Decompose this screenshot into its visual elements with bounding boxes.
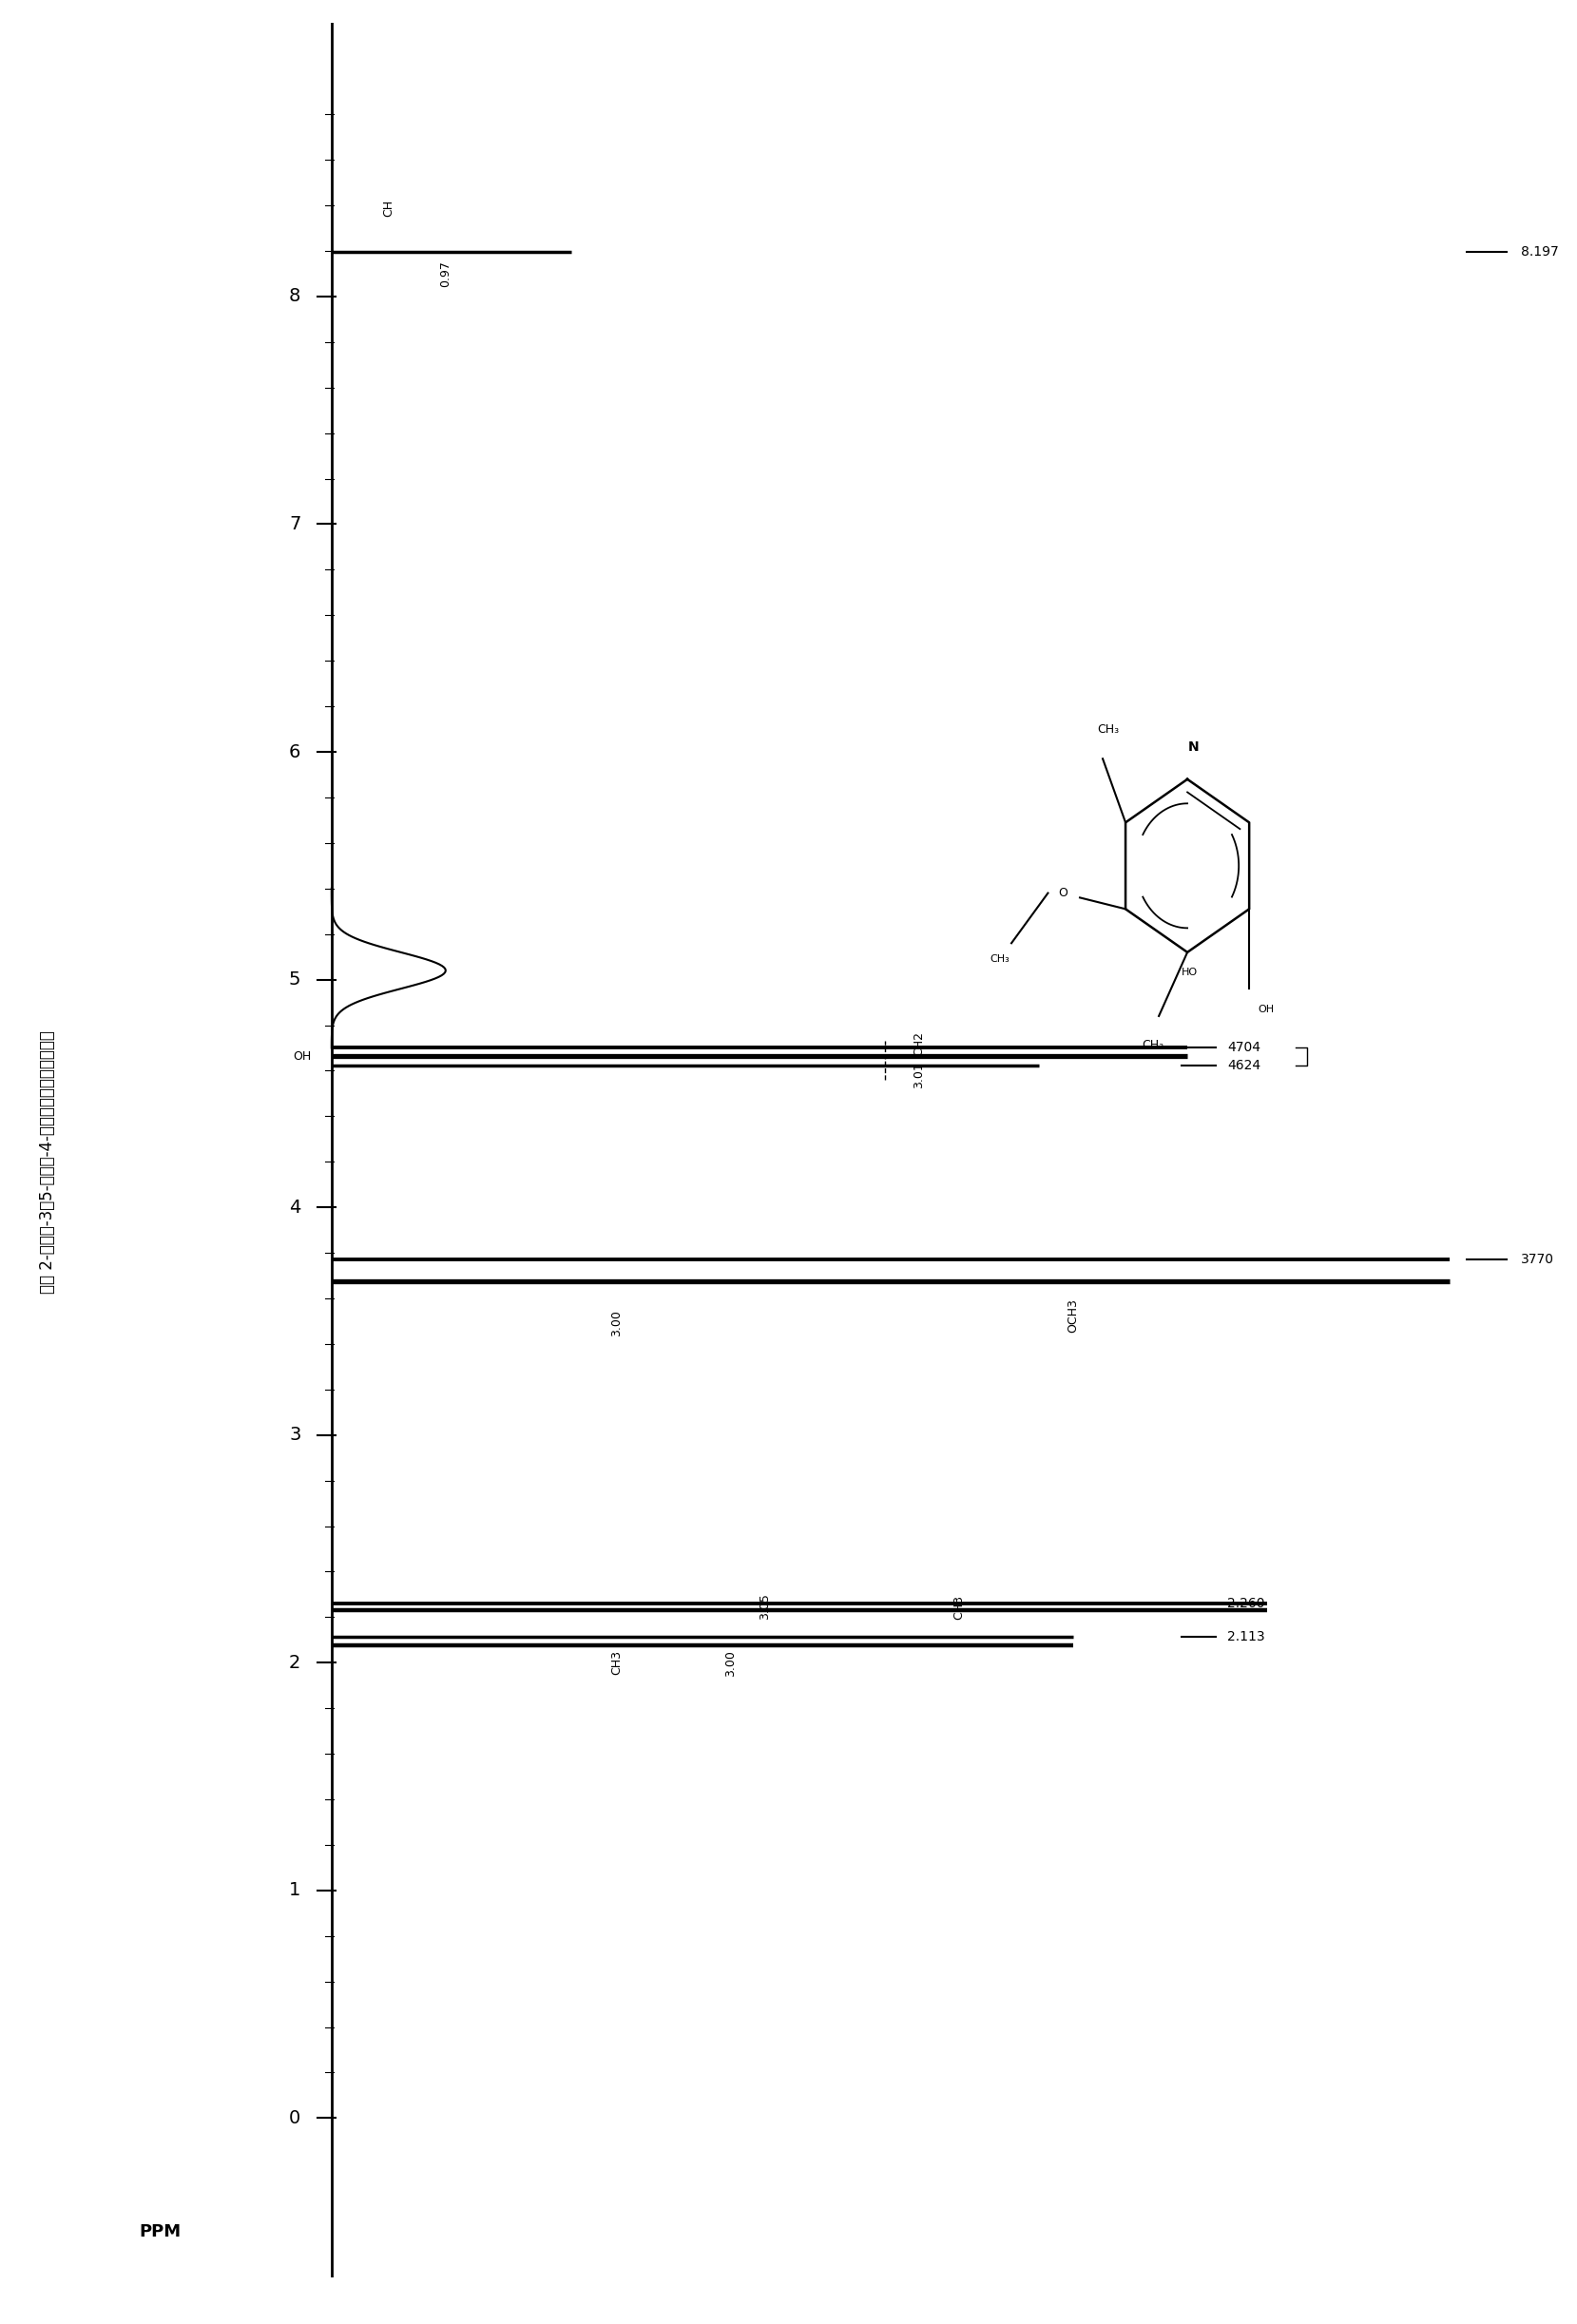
Text: 0.97: 0.97 xyxy=(440,260,453,286)
Text: OH: OH xyxy=(293,1050,311,1062)
Text: CH₃: CH₃ xyxy=(1142,1039,1164,1050)
Text: 5: 5 xyxy=(289,971,301,988)
Text: OH: OH xyxy=(1258,1004,1274,1013)
Text: 3.05: 3.05 xyxy=(759,1592,771,1620)
Text: 8.197: 8.197 xyxy=(1520,244,1558,258)
Text: PPM: PPM xyxy=(139,2224,181,2240)
Text: HO: HO xyxy=(1181,969,1199,978)
Text: 2: 2 xyxy=(289,1655,301,1671)
Text: 4624: 4624 xyxy=(1227,1057,1260,1071)
Text: 0: 0 xyxy=(289,2110,301,2126)
Text: CH3: CH3 xyxy=(610,1650,623,1676)
Text: 3: 3 xyxy=(289,1427,301,1443)
Text: 1: 1 xyxy=(289,1882,301,1899)
Text: CH₃: CH₃ xyxy=(990,955,1009,964)
Text: 2.113: 2.113 xyxy=(1227,1631,1265,1643)
Text: 8: 8 xyxy=(289,288,301,304)
Text: 7: 7 xyxy=(289,516,301,532)
Text: 4: 4 xyxy=(289,1199,301,1215)
Text: N: N xyxy=(1187,741,1199,755)
Text: CH: CH xyxy=(383,200,394,216)
Text: 图一 2-羟甲基-3，5-二甲基-4-甲氧弗吠氏核磁共振谱图: 图一 2-羟甲基-3，5-二甲基-4-甲氧弗吠氏核磁共振谱图 xyxy=(39,1030,55,1294)
Text: 4704: 4704 xyxy=(1227,1041,1260,1053)
Text: OCH3: OCH3 xyxy=(1068,1299,1079,1332)
Text: CH₃: CH₃ xyxy=(1098,723,1120,737)
Text: CH2: CH2 xyxy=(913,1032,926,1055)
Text: 3.00: 3.00 xyxy=(610,1311,623,1336)
Text: O: O xyxy=(1058,888,1068,899)
Text: 3.01: 3.01 xyxy=(913,1062,926,1088)
Text: 3.00: 3.00 xyxy=(725,1650,736,1676)
Text: 3770: 3770 xyxy=(1520,1253,1553,1267)
Text: 6: 6 xyxy=(289,744,301,760)
Text: CH3: CH3 xyxy=(953,1594,965,1620)
Text: 2.260: 2.260 xyxy=(1227,1597,1265,1611)
